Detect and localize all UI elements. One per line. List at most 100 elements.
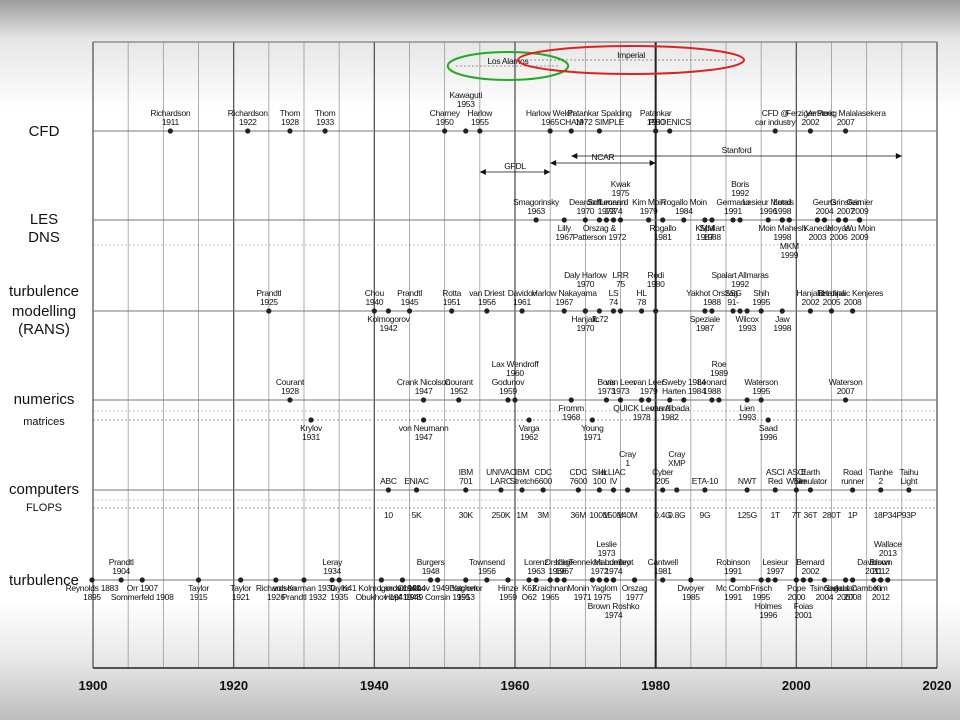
event-marker — [385, 487, 391, 493]
event-marker — [624, 487, 631, 493]
event-turb: Kraichnan 1965 — [532, 577, 569, 602]
event-marker — [547, 577, 553, 583]
event-flops: 93P — [902, 510, 917, 520]
event-label: UNIVAC LARC — [486, 467, 516, 486]
event-label: ENIAC — [404, 476, 429, 486]
event-turb: Leslie 1973 — [596, 539, 618, 583]
band-label: GFDL — [504, 161, 526, 171]
event-marker — [765, 217, 771, 223]
band-label: Los Alamos — [487, 56, 528, 66]
event-flops: 140M — [618, 510, 639, 520]
event-label: Orszag 1966 — [544, 557, 570, 576]
event-marker — [681, 397, 687, 403]
event-cfd: Richardson 1911 — [150, 108, 191, 134]
event-label: Jaw 1998 — [773, 314, 791, 333]
event-label: Crank Nicolson 1947 — [397, 377, 451, 396]
event-label: Tennekes Lumley 1972 — [569, 557, 632, 576]
event-turb: Batchelor 1953 — [449, 577, 483, 602]
event-marker — [371, 308, 377, 314]
event-cfd: Ferziger Peric 2002 — [786, 108, 836, 134]
event-marker — [646, 217, 652, 223]
event-cfd: Versteeg Malalasekera 2007 — [805, 108, 887, 134]
event-marker — [709, 308, 715, 314]
event-turb: Lorenz 1963 — [524, 557, 549, 583]
event-marker — [850, 308, 856, 314]
event-rans: van Driest 1956 — [469, 288, 506, 314]
event-flops: 36M — [570, 510, 586, 520]
event-comp: Cray 1 — [619, 449, 637, 493]
event-label: Prandtl 1925 — [256, 288, 281, 307]
event-marker — [273, 577, 279, 583]
event-cfd: Thom 1928 — [280, 108, 301, 134]
row-label-rans: turbulence modelling(RANS) — [9, 283, 79, 338]
event-turb: Townsend 1956 — [469, 557, 506, 583]
event-label: Thom 1933 — [315, 108, 336, 127]
event-cfd: Harlow Welch 1965 — [526, 108, 575, 134]
events: Richardson 1911 Richardson 1922 Thom 1928 Thom… — [66, 90, 920, 620]
axis-label-1980: 1980 — [641, 678, 670, 693]
event-marker — [526, 577, 532, 583]
event-marker — [533, 217, 539, 223]
event-label: CFD @ car industry — [755, 108, 796, 127]
event-marker — [702, 487, 708, 493]
row-label-text: CFD — [29, 123, 60, 140]
event-flops: 250K — [492, 510, 512, 520]
event-turb: Adrian 2007 — [834, 577, 858, 602]
event-marker — [730, 217, 736, 223]
event-label: Lax Wendroff 1960 — [492, 359, 540, 378]
event-num: Crank Nicolson 1947 — [397, 377, 451, 403]
event-rans: JL72 — [591, 308, 609, 324]
event-label: Kraichnan 1965 — [532, 583, 568, 602]
event-label: Lesieur Metais 1996 — [743, 197, 794, 216]
event-label: Courant 1928 — [276, 377, 305, 396]
event-label: Kaneda 2003 — [804, 223, 832, 242]
row-label-text: (RANS) — [18, 321, 70, 338]
event-label: Pope 2000 — [787, 583, 806, 602]
event-marker — [807, 308, 814, 314]
event-mat: Krylov 1931 — [300, 417, 323, 442]
event-label: Hanjalic 2002 — [796, 288, 825, 307]
event-label: 7T — [792, 510, 801, 520]
event-les: Schumann 1973 — [587, 197, 626, 223]
event-marker — [617, 308, 624, 314]
event-label: Adrian 2007 — [834, 583, 857, 602]
event-flops: 100M — [589, 510, 610, 520]
band-arrowhead — [649, 160, 656, 166]
event-les: MKM 1999 — [780, 217, 799, 260]
event-marker — [484, 308, 490, 314]
event-label: Smagorinsky 1963 — [513, 197, 560, 216]
event-label: Shih 1995 — [752, 288, 770, 307]
event-marker — [744, 308, 750, 314]
event-les: Orszag & Patterson 1972 — [573, 217, 627, 242]
event-marker — [603, 577, 610, 583]
event-marker — [533, 577, 539, 583]
event-label: ASCI White — [786, 467, 807, 486]
event-label: Leray 1934 — [322, 557, 343, 576]
event-marker — [519, 308, 525, 314]
band-label: Stanford — [722, 145, 752, 155]
event-marker — [807, 577, 814, 583]
event-comp: Cyber 205 — [652, 467, 674, 493]
event-rans: Jaw 1998 — [773, 308, 792, 333]
event-marker — [786, 217, 792, 223]
event-marker — [582, 308, 588, 314]
event-rans: Prandtl 1925 — [256, 288, 282, 314]
event-turb: Leray 1934 — [322, 557, 343, 583]
axis-label-1920: 1920 — [219, 678, 248, 693]
event-label: Schumann 1973 — [587, 197, 626, 216]
event-num: QUICK Leonard 1978 — [613, 397, 671, 422]
event-rans: LS 74 — [609, 288, 619, 314]
event-label: Orszag 1977 — [622, 583, 648, 602]
event-rans: Davidov 1961 — [508, 288, 538, 314]
event-marker — [589, 417, 595, 423]
event-label: ETA-10 — [692, 476, 719, 486]
event-label: Lesieur 1997 — [762, 557, 788, 576]
event-marker — [547, 128, 553, 134]
event-rans: Hanjalic 2002 — [796, 288, 826, 314]
event-label: 1T — [771, 510, 780, 520]
event-label: Rogallo 1981 — [649, 223, 676, 242]
event-marker — [512, 397, 518, 403]
event-marker — [850, 487, 856, 493]
event-flops: 7T — [792, 510, 802, 520]
